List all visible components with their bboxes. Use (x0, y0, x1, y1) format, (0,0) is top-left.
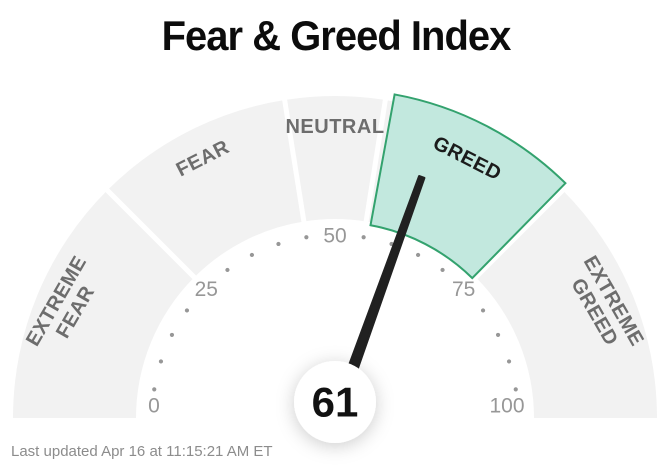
minor-tick-dot (506, 359, 512, 364)
minor-tick-dot (152, 387, 157, 392)
widget-title: Fear & Greed Index (161, 12, 512, 59)
segment-label-neutral: NEUTRAL (285, 116, 384, 138)
tick-label-25: 25 (195, 278, 218, 301)
gauge-hub (294, 361, 376, 443)
minor-tick-dot (184, 308, 190, 313)
segment-extreme-greed (475, 190, 657, 418)
minor-tick-dot (249, 252, 255, 258)
minor-tick-dot (415, 252, 421, 258)
minor-tick-dot (225, 267, 230, 273)
minor-tick-dot (440, 267, 445, 273)
segment-fear (107, 99, 304, 278)
minor-tick-dot (169, 332, 175, 338)
gauge-value: 61 (312, 379, 359, 426)
segment-divider (102, 185, 200, 283)
minor-tick-dot (480, 308, 486, 313)
minor-tick-dot (495, 332, 501, 338)
minor-tick-dot (276, 241, 281, 247)
segment-divider (470, 185, 568, 283)
minor-tick-dot (361, 235, 366, 240)
tick-label-0: 0 (148, 395, 160, 418)
tick-label-50: 50 (323, 225, 346, 248)
segment-divider (281, 94, 308, 227)
minor-tick-dot (304, 235, 309, 240)
minor-tick-dot (513, 387, 518, 392)
tick-label-100: 100 (489, 395, 524, 418)
tick-label-75: 75 (452, 278, 475, 301)
segment-extreme-fear (13, 190, 195, 418)
last-updated-text: Last updated Apr 16 at 11:15:21 AM ET (11, 443, 273, 460)
segment-divider (362, 94, 389, 227)
segment-neutral (284, 95, 386, 222)
minor-tick-dot (158, 359, 164, 364)
